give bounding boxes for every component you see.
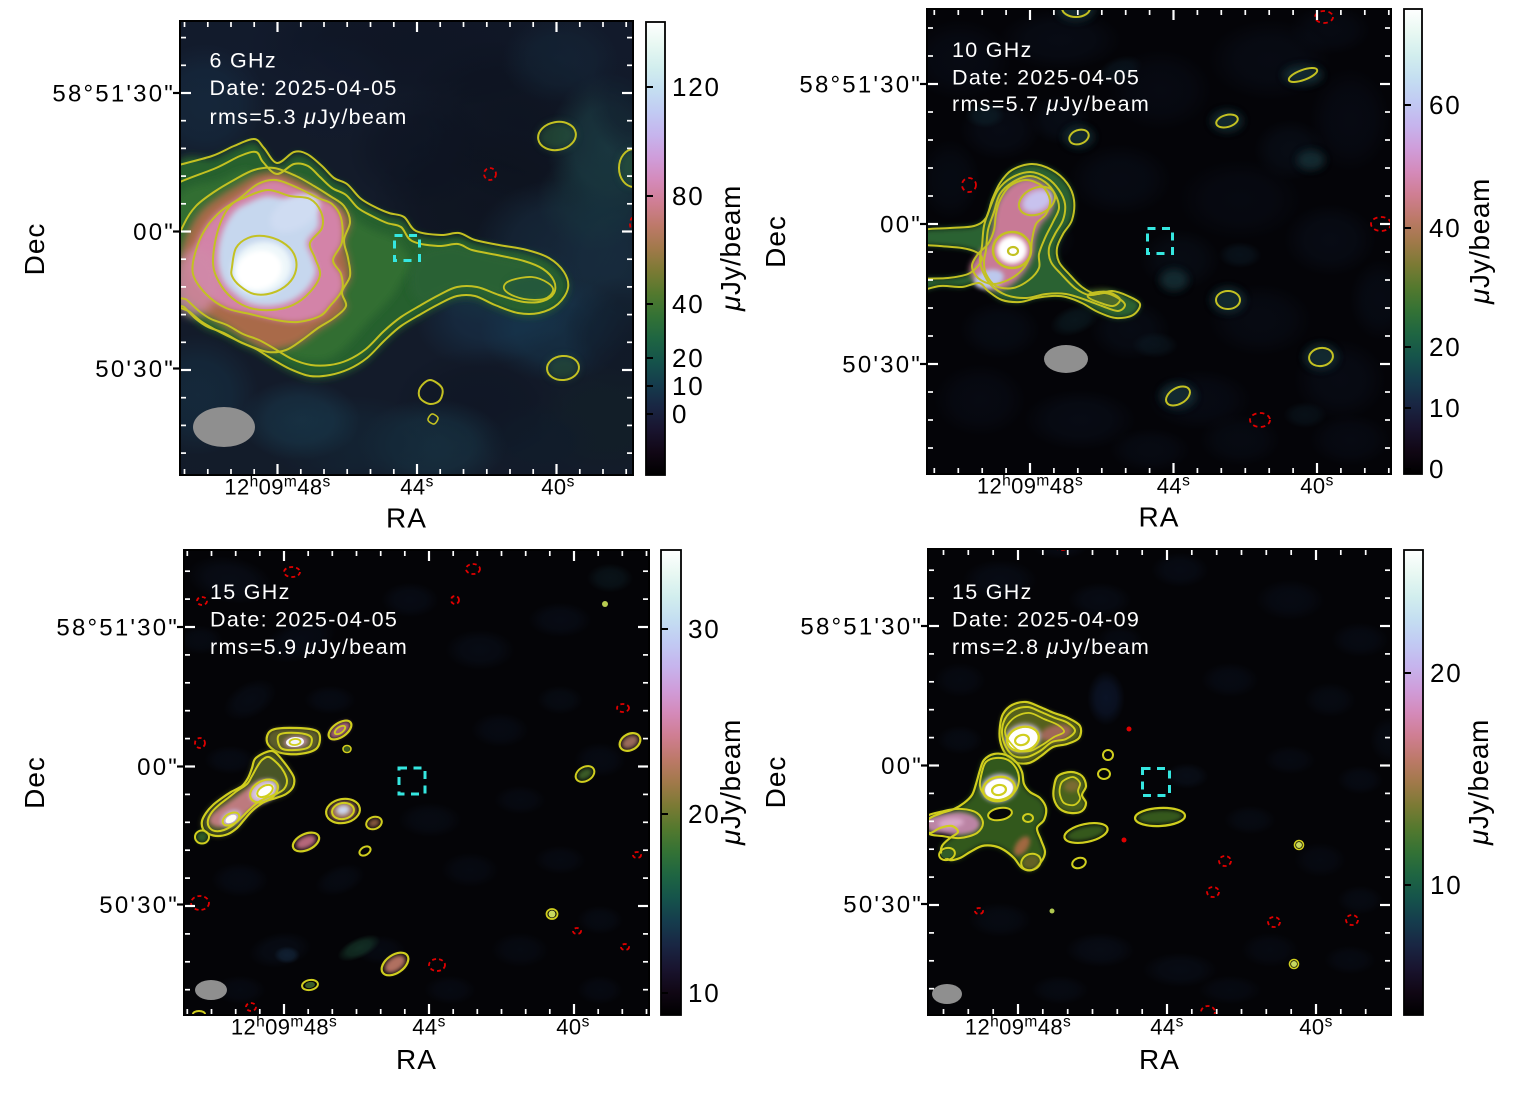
svg-text:58°51'30": 58°51'30" — [56, 615, 179, 642]
svg-text:12h09m48s: 12h09m48s — [231, 1014, 337, 1040]
svg-text:58°51'30": 58°51'30" — [52, 81, 175, 108]
svg-text:50'30": 50'30" — [843, 892, 923, 919]
svg-text:RA: RA — [396, 1044, 437, 1075]
svg-text:Date: 2025-04-05: Date: 2025-04-05 — [210, 608, 398, 632]
svg-text:μJy/beam: μJy/beam — [715, 185, 746, 312]
svg-text:50'30": 50'30" — [99, 892, 179, 919]
svg-text:50'30": 50'30" — [95, 356, 175, 383]
svg-text:00": 00" — [133, 219, 175, 246]
svg-text:80: 80 — [672, 181, 705, 211]
svg-text:40s: 40s — [541, 474, 574, 500]
svg-text:10: 10 — [1429, 393, 1462, 423]
svg-text:58°51'30": 58°51'30" — [799, 72, 922, 99]
svg-text:Date: 2025-04-05: Date: 2025-04-05 — [952, 66, 1140, 90]
svg-text:10 GHz: 10 GHz — [952, 38, 1033, 62]
svg-text:10: 10 — [672, 371, 705, 401]
svg-text:μJy/beam: μJy/beam — [1463, 719, 1494, 846]
svg-text:0: 0 — [672, 399, 688, 429]
svg-text:12h09m48s: 12h09m48s — [965, 1014, 1071, 1040]
svg-text:0: 0 — [1429, 454, 1445, 484]
svg-text:RA: RA — [1139, 1044, 1180, 1075]
svg-text:50'30": 50'30" — [842, 352, 922, 379]
svg-text:Date: 2025-04-09: Date: 2025-04-09 — [952, 608, 1140, 632]
svg-text:20: 20 — [1429, 332, 1462, 362]
svg-text:12h09m48s: 12h09m48s — [224, 474, 330, 500]
svg-text:15 GHz: 15 GHz — [952, 580, 1033, 604]
svg-text:60: 60 — [1429, 90, 1462, 120]
svg-text:6 GHz: 6 GHz — [210, 49, 277, 73]
svg-text:Dec: Dec — [760, 756, 791, 809]
svg-text:Dec: Dec — [760, 215, 791, 268]
svg-text:20: 20 — [1430, 658, 1463, 688]
svg-text:58°51'30": 58°51'30" — [800, 614, 923, 641]
svg-text:rms=5.9 μJy/beam: rms=5.9 μJy/beam — [210, 635, 408, 659]
svg-text:30: 30 — [688, 614, 721, 644]
svg-text:rms=5.7 μJy/beam: rms=5.7 μJy/beam — [952, 92, 1150, 116]
svg-text:20: 20 — [688, 799, 721, 829]
svg-text:40: 40 — [1429, 213, 1462, 243]
svg-text:00": 00" — [137, 754, 179, 781]
svg-text:RA: RA — [1139, 502, 1180, 533]
svg-text:RA: RA — [386, 503, 427, 534]
svg-text:μJy/beam: μJy/beam — [1464, 178, 1495, 305]
svg-text:40: 40 — [672, 289, 705, 319]
svg-text:15 GHz: 15 GHz — [210, 580, 291, 604]
svg-text:rms=5.3 μJy/beam: rms=5.3 μJy/beam — [210, 105, 408, 129]
svg-text:00": 00" — [880, 212, 922, 239]
svg-text:Date: 2025-04-05: Date: 2025-04-05 — [210, 76, 398, 100]
svg-text:rms=2.8 μJy/beam: rms=2.8 μJy/beam — [952, 635, 1150, 659]
svg-text:Dec: Dec — [19, 223, 50, 276]
svg-text:μJy/beam: μJy/beam — [715, 719, 746, 846]
svg-text:120: 120 — [672, 72, 721, 102]
svg-text:00": 00" — [881, 753, 923, 780]
svg-text:12h09m48s: 12h09m48s — [977, 473, 1083, 499]
svg-text:10: 10 — [1430, 870, 1463, 900]
svg-text:20: 20 — [672, 343, 705, 373]
svg-text:10: 10 — [688, 978, 721, 1008]
svg-text:Dec: Dec — [19, 756, 50, 809]
